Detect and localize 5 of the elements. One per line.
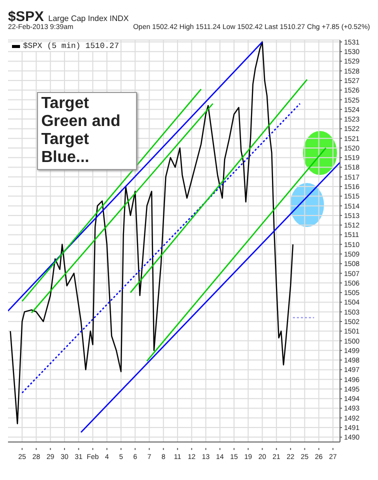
line-series [10, 41, 294, 424]
annotation: Target Green and Target Blue... [37, 92, 138, 170]
legend-label: $SPX (5 min) 1510.27 [23, 42, 120, 51]
chart-title: $SPX [8, 8, 44, 24]
chart-subtitle: Large Cap Index INDX [48, 14, 129, 23]
